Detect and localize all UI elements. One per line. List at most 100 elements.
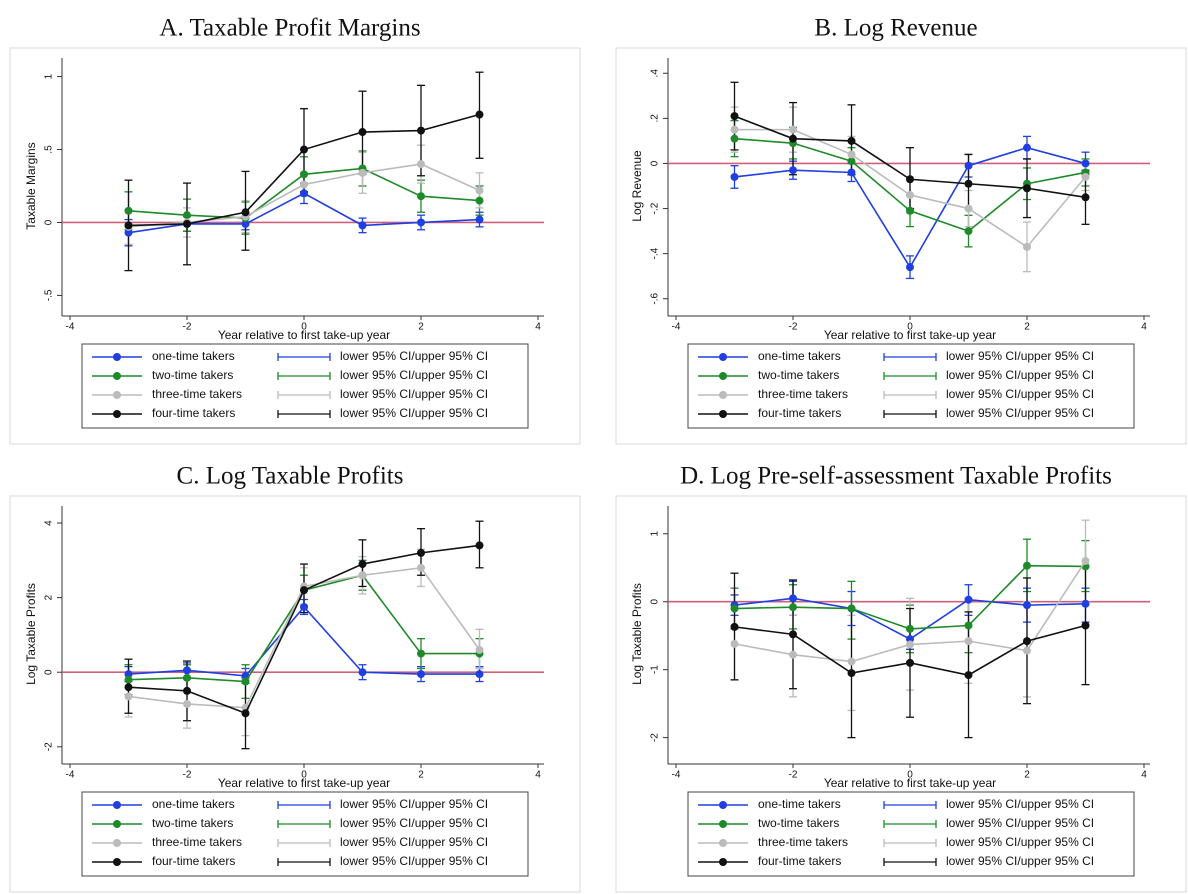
data-point [1081, 172, 1090, 181]
data-point [417, 218, 425, 227]
data-point [124, 670, 133, 679]
data-point [964, 637, 973, 646]
data-point [1023, 184, 1031, 193]
y-tick-label: -.6 [650, 292, 661, 304]
data-point [124, 206, 133, 215]
x-axis-title: Year relative to first take-up year [824, 776, 996, 790]
x-tick-label: -2 [183, 770, 192, 781]
data-point [730, 125, 739, 134]
y-tick-label: 2 [44, 594, 55, 600]
legend-swatch-point [113, 410, 121, 418]
panel: B. Log Revenue -.6 -.4 -.2 0 .2 .4 -4 -2 0 2 4 Year … [615, 15, 1187, 445]
data-point [1023, 601, 1031, 610]
y-tick-label: -.5 [44, 289, 55, 301]
y-tick-label: -.4 [650, 247, 661, 259]
y-axis-title: Log Taxable Profits [24, 583, 38, 685]
data-point [358, 668, 367, 677]
data-point [1081, 621, 1090, 630]
data-point [300, 170, 308, 179]
legend: one-time takers lower 95% CI/upper 95% CI… [81, 791, 529, 877]
x-axis-title: Year relative to first take-up year [218, 776, 390, 790]
data-point [847, 157, 856, 166]
y-axis-title: Log Revenue [630, 150, 644, 222]
panel-title: B. Log Revenue [814, 15, 977, 42]
panel-title: A. Taxable Profit Margins [159, 15, 420, 42]
legend-label: one-time takers [152, 349, 235, 363]
y-tick-label: 1 [44, 73, 55, 79]
legend-label: lower 95% CI/upper 95% CI [946, 854, 1094, 868]
x-axis-title: Year relative to first take-up year [218, 328, 390, 342]
legend-swatch-point [719, 410, 727, 418]
x-tick-label: -4 [66, 322, 75, 333]
x-tick-label: 0 [907, 770, 913, 781]
data-point [730, 639, 739, 648]
y-tick-label: .5 [44, 145, 55, 154]
y-tick-label: -.2 [650, 202, 661, 214]
panel: D. Log Pre-self-assessment Taxable Profi… [615, 463, 1187, 893]
legend-swatch-point [719, 858, 727, 866]
legend-label: lower 95% CI/upper 95% CI [340, 797, 488, 811]
legend-swatch-point [719, 801, 727, 809]
panel-title: C. Log Taxable Profits [177, 463, 404, 490]
panel: C. Log Taxable Profits -2 0 2 4 -4 -2 0 2 4 Year r… [9, 463, 581, 893]
legend: one-time takers lower 95% CI/upper 95% CI… [81, 343, 529, 429]
data-point [789, 166, 797, 175]
data-point [964, 161, 973, 170]
y-tick-label: 0 [650, 599, 661, 605]
x-tick-label: -2 [789, 322, 798, 333]
data-point [789, 603, 797, 612]
legend-label: four-time takers [758, 854, 841, 868]
y-tick-label: 0 [44, 669, 55, 675]
y-tick-label: 1 [650, 531, 661, 537]
x-tick-label: 4 [1141, 770, 1147, 781]
data-point [847, 604, 856, 613]
data-point [183, 686, 191, 695]
legend-label: lower 95% CI/upper 95% CI [946, 406, 1094, 420]
data-point [300, 189, 308, 198]
data-point [241, 208, 250, 217]
legend-swatch-point [719, 372, 727, 380]
legend-label: one-time takers [758, 797, 841, 811]
legend-swatch-point [113, 391, 121, 399]
data-point [241, 677, 250, 686]
x-tick-label: -4 [672, 322, 681, 333]
legend-label: lower 95% CI/upper 95% CI [340, 835, 488, 849]
data-point [358, 221, 367, 230]
data-point [475, 196, 484, 205]
data-point [241, 219, 250, 228]
data-point [847, 136, 856, 145]
data-point [906, 191, 914, 200]
data-point [730, 112, 739, 121]
y-tick-label: 0 [650, 160, 661, 166]
y-tick-label: -1 [650, 665, 661, 674]
legend-swatch-point [113, 839, 121, 847]
legend-swatch-point [719, 391, 727, 399]
data-point [300, 586, 308, 595]
legend-label: lower 95% CI/upper 95% CI [946, 368, 1094, 382]
data-point [475, 215, 484, 224]
legend-label: lower 95% CI/upper 95% CI [340, 816, 488, 830]
x-axis-title: Year relative to first take-up year [824, 328, 996, 342]
data-point [183, 673, 191, 682]
data-point [847, 657, 856, 666]
data-point [358, 168, 367, 177]
data-point [475, 645, 484, 654]
legend-swatch-point [719, 353, 727, 361]
panel: A. Taxable Profit Margins -.5 0 .5 1 -4 -2 0 2 4 Y… [9, 15, 581, 445]
legend-label: four-time takers [758, 406, 841, 420]
data-point [906, 640, 914, 649]
legend-label: lower 95% CI/upper 95% CI [340, 387, 488, 401]
y-tick-label: -2 [44, 742, 55, 751]
data-point [789, 594, 797, 603]
data-point [183, 219, 191, 228]
data-point [300, 180, 308, 189]
data-point [300, 145, 308, 154]
x-tick-label: -4 [66, 770, 75, 781]
legend-label: three-time takers [758, 387, 848, 401]
data-point [730, 622, 739, 631]
data-point [1023, 637, 1031, 646]
legend-swatch-point [113, 372, 121, 380]
data-point [964, 227, 973, 236]
legend-label: three-time takers [758, 835, 848, 849]
